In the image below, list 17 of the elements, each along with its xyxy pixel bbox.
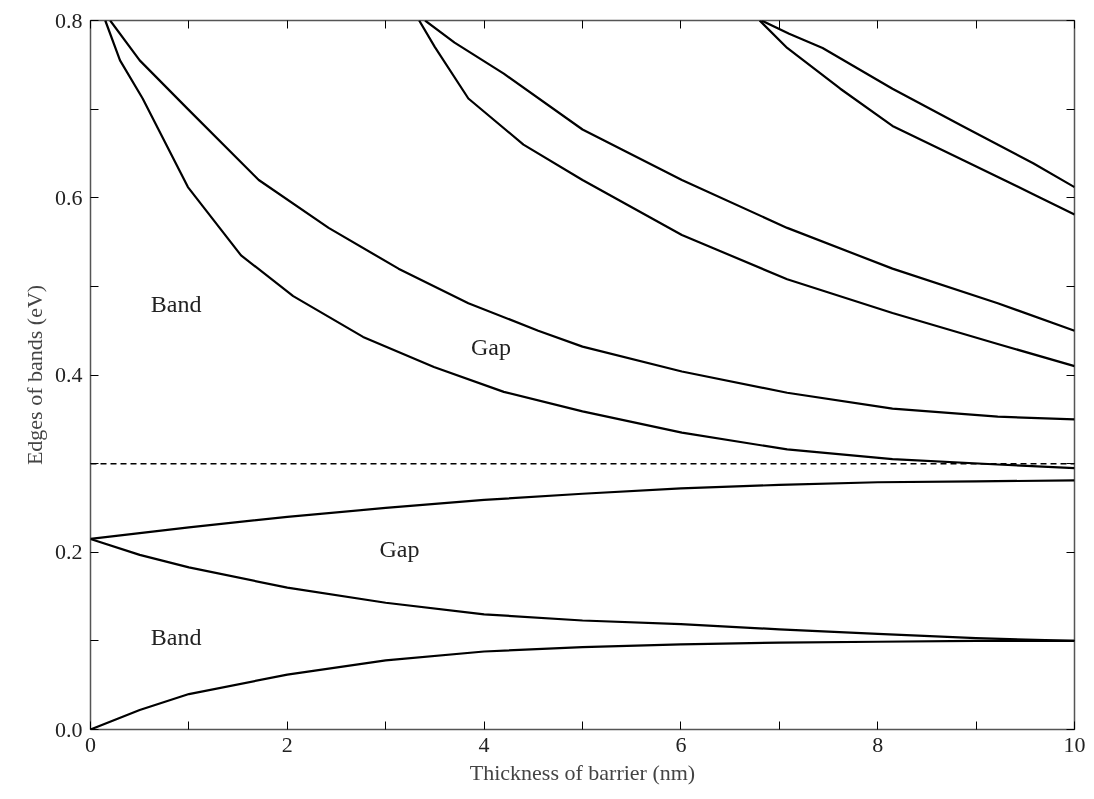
x-axis-title: Thickness of barrier (nm) — [469, 759, 696, 785]
y-tick-label: 0.0 — [55, 716, 83, 742]
x-tick-label: 4 — [478, 731, 490, 757]
x-tick-label: 0 — [85, 731, 96, 757]
y-axis-title: Edges of bands (eV) — [22, 284, 47, 466]
annotation: Gap — [379, 535, 420, 562]
annotation: Band — [150, 624, 202, 651]
y-tick-label: 0.4 — [55, 362, 83, 387]
y-tick-label: 0.6 — [55, 184, 83, 210]
annotation: Band — [150, 291, 202, 318]
x-tick-label: 6 — [675, 731, 687, 757]
y-tick-label: 0.8 — [55, 7, 83, 33]
x-tick-label: 8 — [872, 731, 884, 757]
y-tick-label: 0.2 — [55, 539, 83, 565]
x-tick-label: 2 — [281, 731, 293, 757]
annotation: Gap — [471, 333, 511, 360]
x-tick-label: 10 — [1063, 731, 1086, 757]
